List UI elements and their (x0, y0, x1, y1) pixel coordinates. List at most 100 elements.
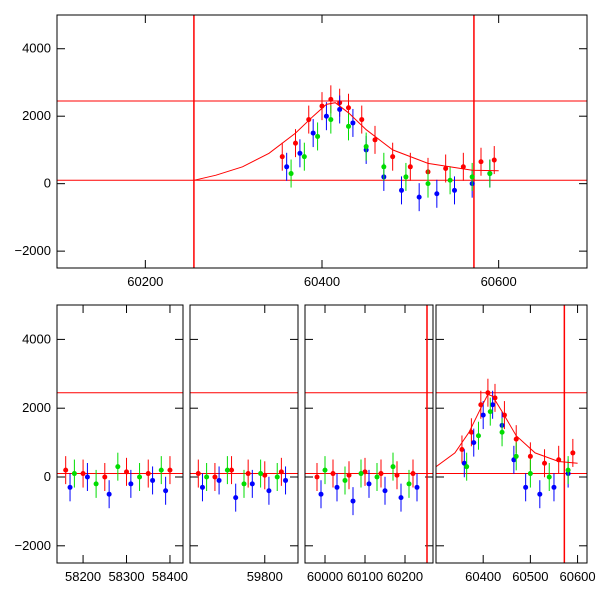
top-point-2-7 (403, 174, 409, 180)
bottom-seg0-point-0-3 (124, 469, 130, 475)
bottom-seg0-point-0-2 (102, 474, 108, 480)
bottom-seg3-xtick-label-1: 60500 (512, 569, 548, 584)
top-point-2-8 (425, 181, 431, 187)
top-xtick-label-1: 60400 (304, 274, 340, 289)
bottom-seg3-point-0-7 (527, 453, 533, 459)
bottom-seg3-point-2-4 (513, 453, 519, 459)
bottom-seg3-point-2-7 (565, 467, 571, 473)
bottom-seg3-point-0-6 (513, 436, 519, 442)
top-point-1-8 (399, 187, 404, 193)
bottom-seg1-point-0-5 (278, 469, 284, 475)
bottom-seg3-point-2-1 (475, 433, 481, 439)
bottom-seg1-point-0-3 (245, 471, 251, 477)
top-point-0-7 (359, 117, 365, 123)
top-point-2-5 (363, 144, 369, 150)
bottom-seg3-xtick-label-0: 60400 (465, 569, 501, 584)
top-point-1-3 (323, 113, 329, 119)
bottom-seg0-point-0-4 (145, 471, 151, 477)
bottom-seg0-point-1-4 (150, 477, 156, 483)
bottom-seg2-point-2-2 (358, 471, 364, 477)
bottom-seg0-point-1-2 (106, 491, 112, 497)
bottom-seg2-point-1-3 (366, 481, 372, 487)
bottom-segment-3: 60400 60500 60600 (435, 304, 596, 584)
bottom-seg3-point-2-0 (464, 464, 470, 470)
bottom-seg2-point-1-0 (318, 491, 324, 497)
top-point-1-9 (416, 194, 422, 200)
bottom-seg2-point-0-2 (346, 472, 352, 478)
bottom-seg3-point-1-2 (480, 412, 486, 418)
top-point-0-0 (279, 154, 285, 160)
bottom-seg3-point-1-1 (471, 440, 477, 446)
top-point-2-6 (381, 164, 387, 170)
bottom-seg0-point-0-5 (167, 467, 173, 473)
bottom-seg0-ytick-label-1: 0 (44, 469, 51, 484)
bottom-seg3-point-1-7 (537, 491, 543, 497)
top-point-2-9 (447, 177, 453, 183)
top-point-1-10 (434, 191, 440, 197)
bottom-seg1-plot-area (190, 392, 298, 512)
bottom-seg0-plot-area (57, 392, 183, 509)
bottom-seg1-point-0-2 (229, 467, 235, 473)
bottom-seg2-xtick-label-0: 60000 (307, 569, 343, 584)
top-point-2-11 (487, 171, 493, 177)
bottom-seg3-point-0-10 (570, 450, 576, 456)
top-point-0-13 (460, 164, 466, 170)
top-point-2-3 (328, 117, 334, 123)
bottom-seg1-point-2-4 (274, 474, 280, 480)
top-model-curve (193, 102, 499, 181)
bottom-segment-1: 59800 (189, 304, 299, 584)
bottom-seg1-point-1-3 (249, 481, 255, 487)
top-xtick-label-2: 60600 (481, 274, 517, 289)
bottom-seg0-point-1-0 (67, 484, 73, 490)
bottom-seg2-point-2-1 (342, 477, 348, 483)
bottom-seg1-point-2-0 (204, 474, 210, 480)
bottom-seg0-ytick-label-2: 2000 (22, 400, 51, 415)
top-point-0-10 (407, 164, 413, 170)
bottom-seg3-frame (435, 304, 588, 564)
bottom-seg0-point-0-1 (80, 471, 86, 477)
bottom-seg3-point-1-3 (490, 402, 496, 408)
top-point-0-6 (346, 105, 351, 111)
bottom-seg2-point-0-0 (314, 474, 320, 480)
bottom-segment-0: −2000 0 2000 4000 58200 58300 58400 (14, 304, 188, 584)
top-ytick-label-1: 0 (44, 176, 51, 191)
bottom-seg1-frame (189, 304, 299, 564)
top-point-0-12 (443, 165, 449, 171)
bottom-seg3-point-2-6 (546, 474, 552, 480)
bottom-seg1-xtick-label-0: 59800 (247, 569, 283, 584)
bottom-seg2-plot-area (305, 305, 433, 563)
bottom-seg0-point-1-3 (128, 481, 134, 487)
bottom-seg3-point-0-4 (492, 395, 498, 401)
bottom-seg2-point-0-1 (330, 471, 336, 477)
bottom-seg0-point-2-4 (158, 467, 164, 473)
top-point-1-0 (284, 164, 290, 170)
bottom-seg1-point-1-0 (199, 484, 205, 490)
bottom-seg1-point-2-2 (241, 481, 247, 487)
top-panel: −2000 0 2000 4000 60200 60400 60600 (14, 14, 588, 289)
bottom-seg2-xtick-label-1: 60100 (347, 569, 383, 584)
top-xtick-label-0: 60200 (127, 274, 163, 289)
bottom-seg0-xtick-label-1: 58300 (108, 569, 144, 584)
top-point-0-4 (328, 96, 334, 102)
bottom-seg3-point-1-8 (551, 484, 557, 490)
top-point-0-1 (293, 140, 298, 146)
bottom-seg2-point-0-3 (362, 469, 368, 475)
top-plot-area (57, 15, 587, 268)
bottom-seg3-point-1-6 (523, 484, 529, 490)
bottom-seg2-point-0-5 (394, 472, 400, 478)
top-point-0-8 (372, 137, 378, 143)
top-point-1-2 (310, 130, 316, 136)
bottom-seg3-point-2-3 (499, 429, 505, 435)
bottom-seg1-point-2-3 (258, 471, 264, 477)
bottom-seg3-xtick-label-2: 60600 (559, 569, 595, 584)
bottom-seg1-point-0-1 (212, 474, 218, 480)
top-ytick-label-2: 2000 (22, 108, 51, 123)
bottom-seg3-point-2-2 (487, 409, 493, 415)
top-point-2-4 (346, 123, 351, 129)
bottom-seg2-point-2-0 (322, 467, 328, 473)
bottom-seg3-plot-area (436, 305, 587, 563)
top-point-2-2 (315, 133, 321, 139)
top-point-0-2 (306, 117, 312, 123)
bottom-seg1-point-1-4 (266, 488, 272, 494)
bottom-seg2-point-1-5 (398, 495, 404, 501)
